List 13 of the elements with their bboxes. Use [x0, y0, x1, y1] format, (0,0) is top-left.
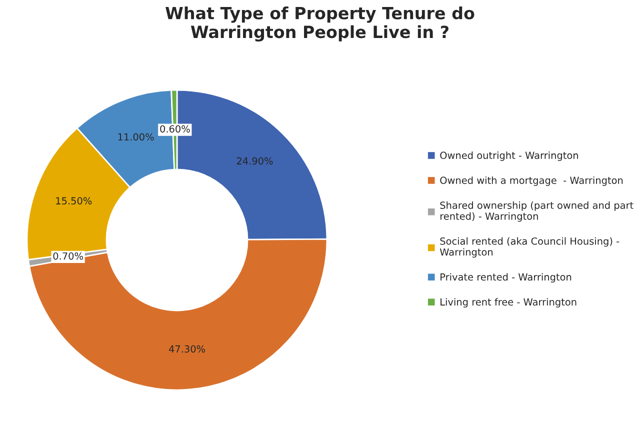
- legend-label: Owned with a mortgage - Warrington: [440, 176, 623, 186]
- data-label: 24.90%: [236, 157, 273, 165]
- data-label: 0.70%: [53, 252, 83, 260]
- data-label: 0.60%: [160, 125, 190, 133]
- legend-label: Social rented (aka Council Housing) - Warrington: [440, 237, 620, 258]
- legend-label: Private rented - Warrington: [440, 273, 572, 283]
- data-label: 47.30%: [168, 345, 206, 353]
- legend-label: Shared ownership (part owned and part rented) - Warrington: [440, 201, 634, 222]
- legend-label: Owned outright - Warrington: [440, 151, 578, 161]
- data-label: 15.50%: [56, 197, 92, 204]
- chart-title: What Type of Property Tenure do Warrington People Live in ?: [166, 6, 474, 42]
- data-label: 11.00%: [118, 133, 154, 141]
- legend-label: Living rent free - Warrington: [440, 298, 576, 308]
